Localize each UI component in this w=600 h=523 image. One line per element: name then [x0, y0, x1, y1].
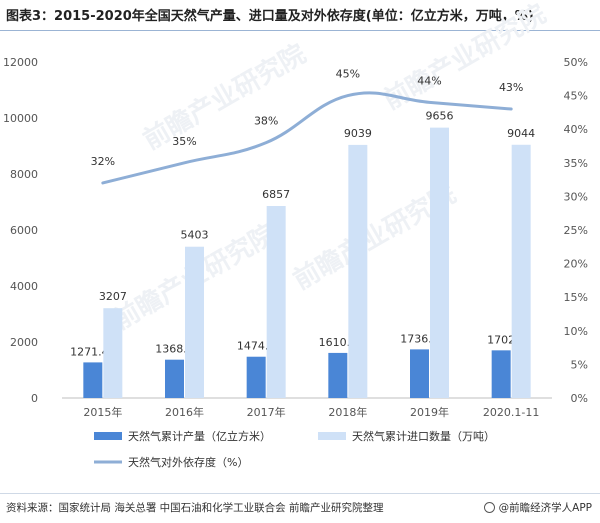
legend-swatch: [318, 432, 346, 440]
production-bar: [491, 350, 511, 398]
dependence-point-label: 38%: [254, 115, 278, 128]
dependence-point-label: 44%: [417, 74, 441, 87]
imports-bar: [266, 206, 286, 398]
y-right-tick-label: 10%: [564, 325, 588, 338]
production-bar-label: 1736.2: [400, 332, 439, 345]
production-bar-label: 1474.2: [237, 340, 276, 353]
y-right-tick-label: 40%: [564, 123, 588, 136]
imports-bar: [430, 127, 449, 398]
brand-logo-icon: [483, 502, 495, 513]
production-bar: [83, 362, 103, 398]
y-right-tick-label: 35%: [564, 157, 588, 170]
y-right-tick-label: 20%: [564, 258, 588, 271]
y-right-tick-label: 0%: [571, 392, 588, 405]
brand-label: @前瞻经济学人APP: [498, 502, 592, 514]
y-right-tick-label: 5%: [571, 358, 588, 371]
imports-bar: [511, 144, 531, 398]
y-left-tick-label: 10000: [3, 112, 38, 125]
imports-bar: [348, 144, 368, 398]
y-left-tick-label: 2000: [10, 336, 38, 349]
legend-label: 天然气对外依存度（%）: [128, 455, 248, 469]
y-right-tick-label: 50%: [564, 56, 588, 69]
production-bar: [328, 352, 348, 398]
y-left-tick-label: 8000: [10, 168, 38, 181]
production-bar: [246, 356, 266, 398]
imports-bar-label: 9039: [344, 127, 372, 140]
x-tick-label: 2017年: [247, 405, 286, 419]
y-right-tick-label: 15%: [564, 291, 588, 304]
imports-bar: [185, 246, 204, 398]
imports-bar-label: 6857: [262, 188, 290, 201]
x-tick-label: 2019年: [410, 405, 449, 419]
source-note: 资料来源：国家统计局 海关总署 中国石油和化学工业联合会 前瞻产业研究院整理: [6, 502, 384, 514]
y-left-tick-label: 4000: [10, 280, 38, 293]
production-bar-label: 1610.2: [319, 336, 358, 349]
x-tick-label: 2020.1-11: [483, 406, 539, 419]
production-bar-label: 1702: [487, 333, 515, 346]
chart-title: 图表3：2015-2020年全国天然气产量、进口量及对外依存度(单位：亿立方米，…: [6, 9, 534, 24]
production-bar: [165, 359, 184, 398]
production-bar: [410, 349, 429, 398]
production-bar-label: 1368.3: [155, 343, 194, 356]
legend-swatch: [94, 432, 122, 440]
footer-divider: [0, 493, 600, 494]
brand-credit: @前瞻经济学人APP: [483, 500, 592, 515]
title-divider: [0, 30, 600, 31]
imports-bar: [103, 308, 123, 398]
y-left-tick-label: 12000: [3, 56, 38, 69]
x-tick-label: 2015年: [83, 405, 122, 419]
imports-bar-label: 9044: [507, 127, 535, 140]
y-right-tick-label: 45%: [564, 90, 588, 103]
y-left-tick-label: 0: [31, 392, 38, 405]
watermark-text: 前瞻产业研究院: [138, 38, 311, 156]
imports-bar-label: 3207: [99, 290, 127, 303]
imports-bar-label: 5403: [181, 229, 209, 242]
dependence-point-label: 32%: [91, 155, 115, 168]
dependence-point-label: 45%: [336, 68, 360, 81]
x-tick-label: 2018年: [328, 405, 367, 419]
y-left-tick-label: 6000: [10, 224, 38, 237]
chart-area: 前瞻产业研究院前瞻产业研究院前瞻产业研究院前瞻产业研究院020004000600…: [3, 0, 588, 469]
imports-bar-label: 9656: [426, 110, 454, 123]
legend-label: 天然气累计进口数量（万吨）: [352, 429, 495, 443]
dependence-point-label: 35%: [172, 135, 196, 148]
x-tick-label: 2016年: [165, 405, 204, 419]
y-right-tick-label: 30%: [564, 190, 588, 203]
legend-label: 天然气累计产量（亿立方米）: [128, 429, 271, 443]
dependence-line: [101, 91, 513, 185]
dependence-point-label: 43%: [499, 81, 523, 94]
y-right-tick-label: 25%: [564, 224, 588, 237]
